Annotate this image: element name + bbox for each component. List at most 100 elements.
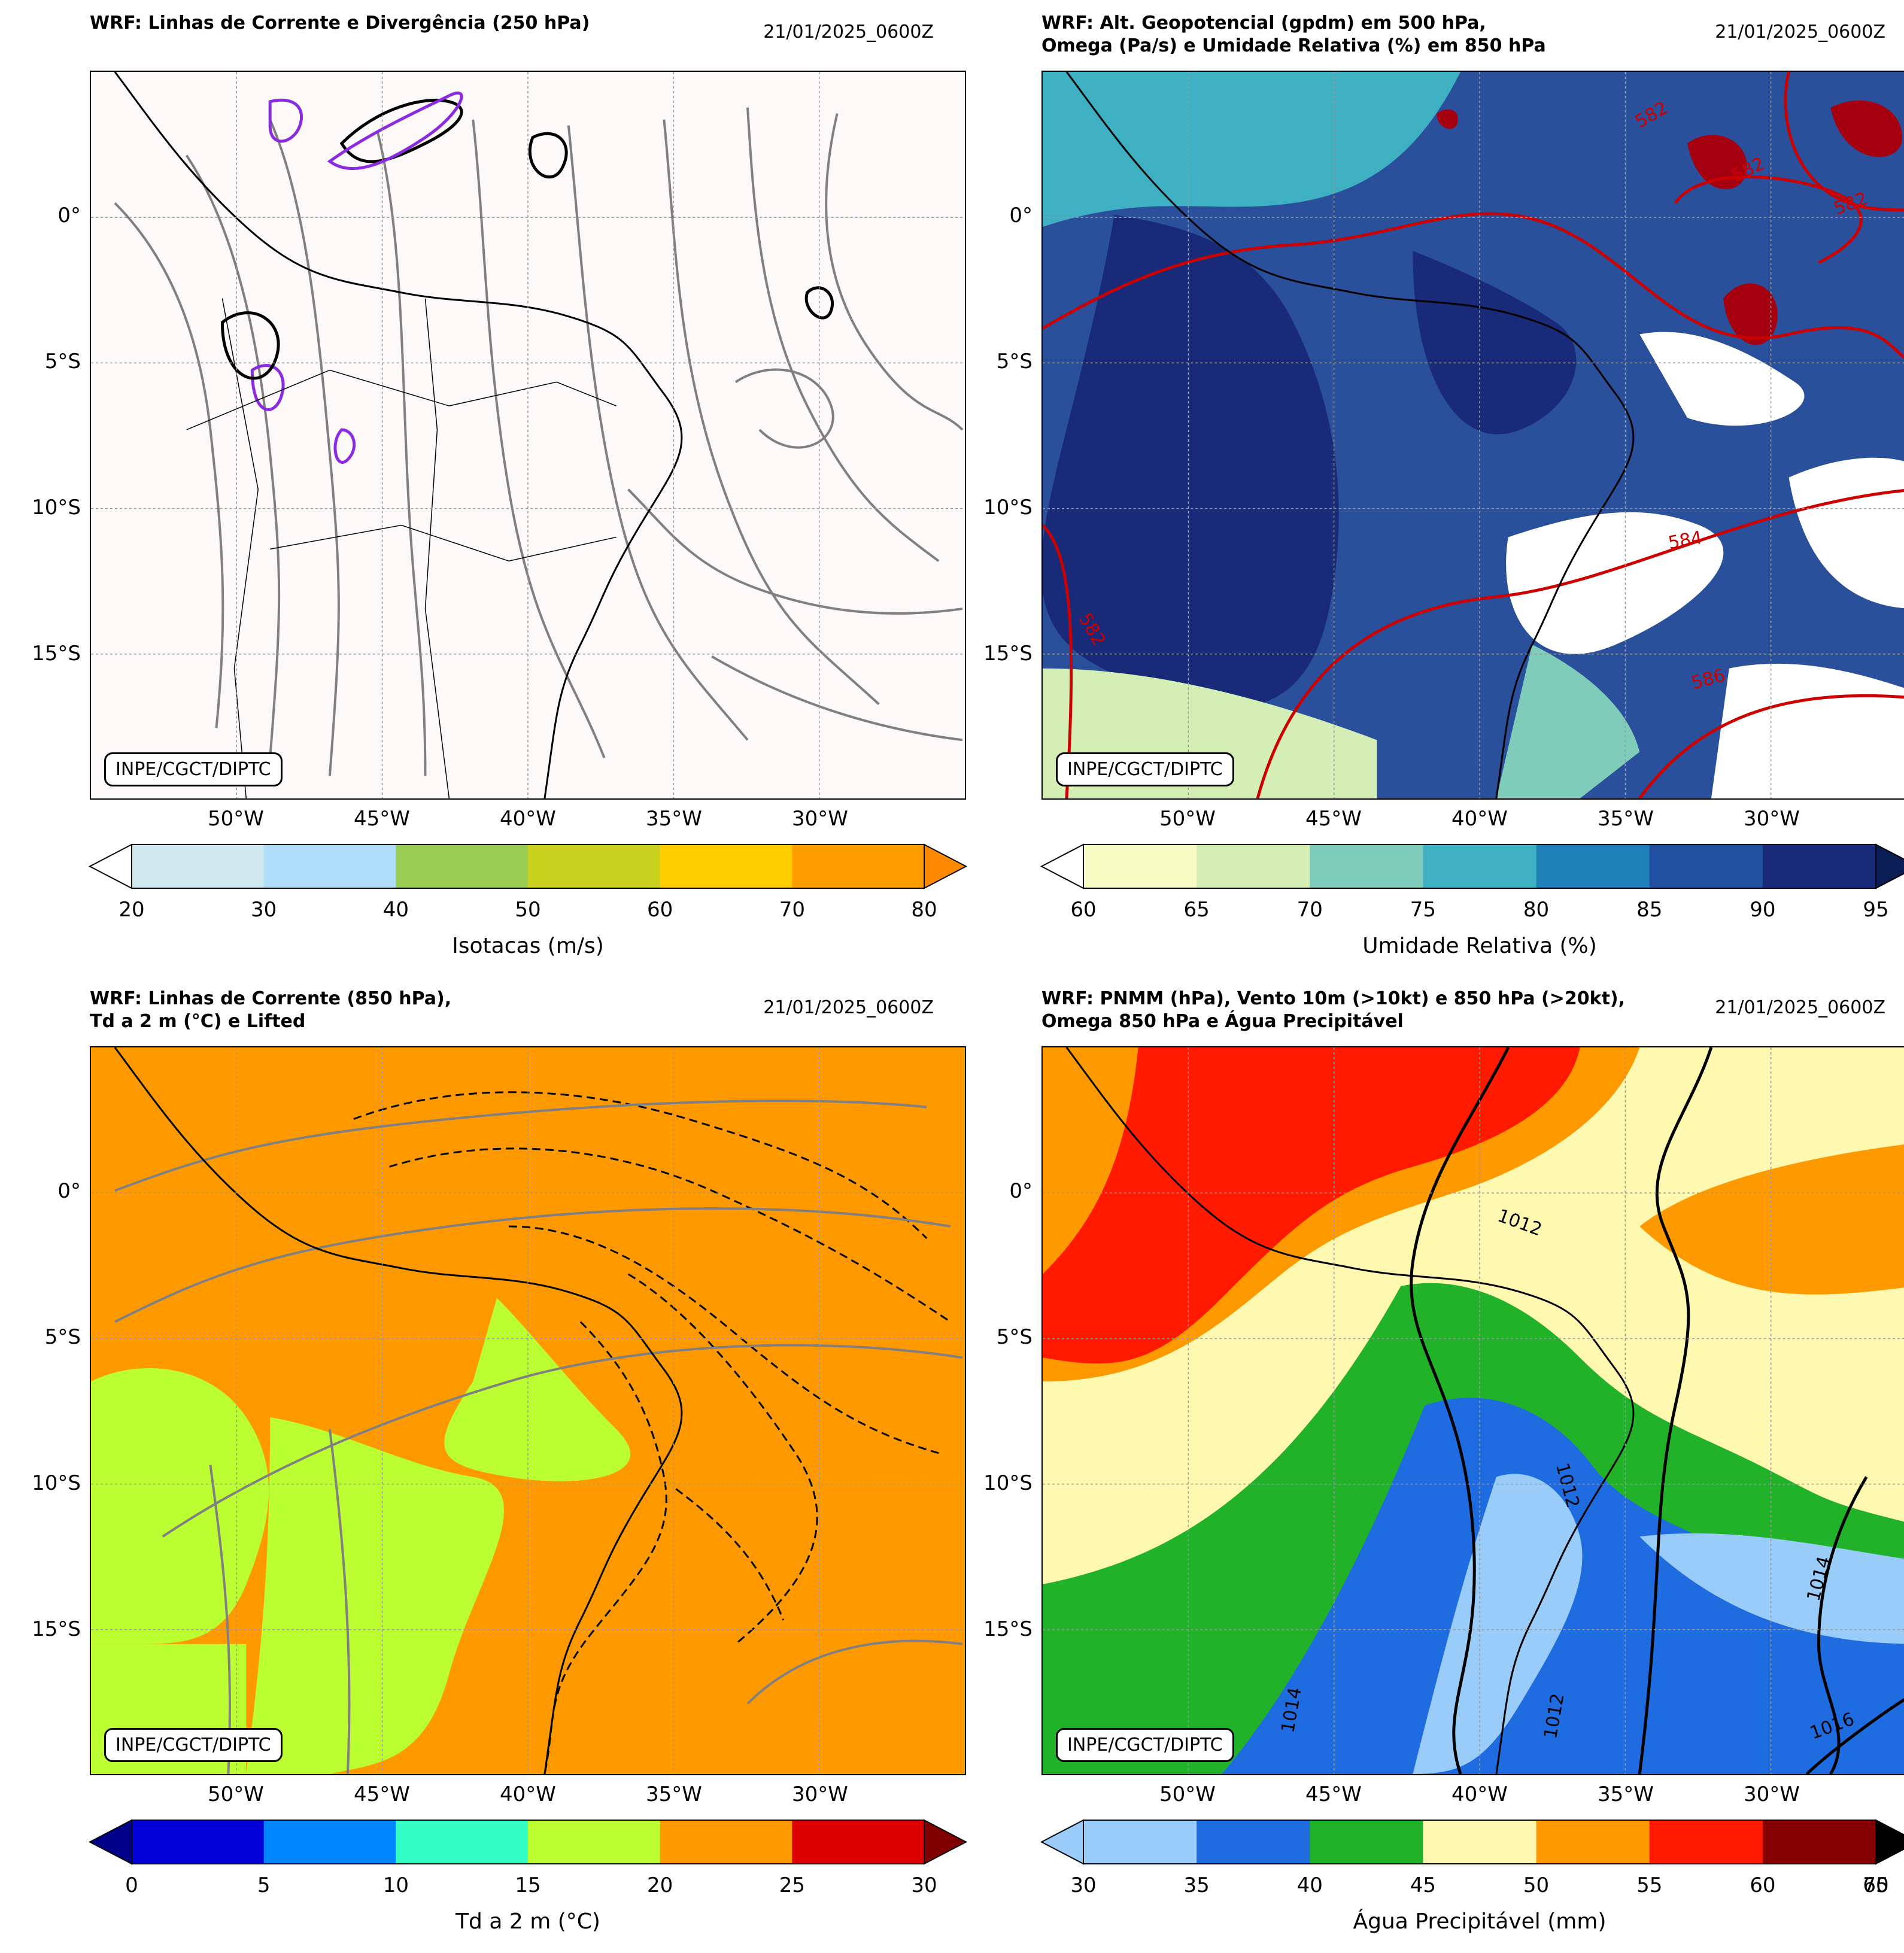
map-area: 1012 1014 1016 1012 1014 1012: [1041, 1046, 1904, 1775]
lat-tick-label: 5°S: [44, 1325, 81, 1349]
lat-tick-label: 0°: [57, 203, 81, 227]
colorbar-segment: [1083, 1820, 1197, 1864]
colorbar-segment: [528, 1820, 661, 1864]
colorbar-tick-label: 80: [1523, 898, 1550, 922]
colorbar-segment: [1536, 1820, 1650, 1864]
colorbar-segment: [1310, 845, 1423, 888]
colorbar-tick-label: 95: [1863, 898, 1889, 922]
colorbar-tick-label: 20: [647, 1873, 673, 1897]
lon-tick-label: 45°W: [1305, 1782, 1362, 1806]
panel-streamlines-850: WRF: Linhas de Corrente (850 hPa), Td a …: [0, 976, 968, 1951]
colorbar-segment: [396, 845, 529, 888]
lat-tick-label: 0°: [1009, 1179, 1033, 1203]
credit-badge: INPE/CGCT/DIPTC: [104, 752, 283, 786]
colorbar-tick-label: 0: [125, 1873, 138, 1897]
colorbar-tick-label: 60: [1750, 1873, 1776, 1897]
streamlines: [114, 107, 964, 776]
map-layer: 582 582 582 584 586 582: [1043, 72, 1904, 798]
map-layer: [91, 72, 965, 798]
colorbar-extend-low: [88, 1819, 132, 1865]
lat-tick-label: 15°S: [32, 642, 81, 666]
colorbar-tick-label: 30: [251, 898, 277, 922]
colorbar-tick-label: 60: [1070, 898, 1097, 922]
gridlines: [1043, 1047, 1904, 1774]
colorbar-tick-label: 45: [1410, 1873, 1437, 1897]
lon-tick-label: 45°W: [354, 1782, 410, 1806]
colorbar-segment: [1536, 845, 1650, 888]
map-area: INPE/CGCT/DIPTC: [90, 71, 966, 800]
geopotential-contours: [1043, 72, 1904, 798]
colorbar-frame: [1083, 1820, 1876, 1864]
lon-tick-label: 45°W: [1305, 807, 1362, 831]
colorbar-tick-label: 70: [1863, 1873, 1889, 1897]
colorbar-segment: [660, 1820, 792, 1864]
map-layer: 1012 1014 1016 1012 1014 1012: [1043, 1047, 1904, 1774]
colorbar: [1040, 843, 1904, 889]
lon-tick-label: 35°W: [1598, 807, 1654, 831]
lon-tick-label: 50°W: [208, 807, 264, 831]
colorbar-segment: [396, 1820, 529, 1864]
colorbar-tick-label: 40: [1296, 1873, 1323, 1897]
colorbar-segment: [1649, 845, 1763, 888]
colorbar-label: Umidade Relativa (%): [1362, 934, 1597, 958]
lon-tick-label: 30°W: [1744, 1782, 1800, 1806]
lat-tick-label: 0°: [1009, 203, 1033, 227]
lon-tick-label: 40°W: [500, 1782, 556, 1806]
colorbar-tick-label: 80: [911, 898, 937, 922]
colorbar-tick-label: 25: [779, 1873, 805, 1897]
colorbar-tick-label: 90: [1750, 898, 1776, 922]
colorbar-svg: [88, 843, 968, 889]
lon-tick-label: 50°W: [1159, 807, 1216, 831]
lat-tick-label: 15°S: [983, 1617, 1033, 1641]
lat-tick-label: 10°S: [32, 1471, 81, 1495]
panel-mslp: WRF: PNMM (hPa), Vento 10m (>10kt) e 850…: [952, 976, 1904, 1951]
colorbar-tick-label: 85: [1636, 898, 1663, 922]
colorbar-tick-label: 65: [1183, 898, 1210, 922]
lon-tick-label: 40°W: [1451, 807, 1508, 831]
colorbar: [1040, 1819, 1904, 1865]
lon-tick-label: 40°W: [1451, 1782, 1508, 1806]
colorbar-segment: [1423, 1820, 1537, 1864]
coastline: [114, 72, 683, 798]
colorbar-svg: [88, 1819, 968, 1865]
colorbar-label: Isotacas (m/s): [452, 934, 604, 958]
colorbar-tick-label: 15: [515, 1873, 541, 1897]
colorbar-segment: [1762, 1820, 1876, 1864]
colorbar-tick-label: 20: [119, 898, 145, 922]
lat-tick-label: 5°S: [996, 350, 1033, 373]
map-area: 582 582 582 584 586 582 INPE/CGCT/DIPTC: [1041, 71, 1904, 800]
colorbar-frame: [1083, 844, 1876, 889]
colorbar-segment: [1310, 1820, 1423, 1864]
colorbar-tick-label: 75: [1410, 898, 1437, 922]
divergence-contours: [220, 91, 834, 464]
lon-tick-label: 30°W: [792, 807, 848, 831]
colorbar-label: Td a 2 m (°C): [455, 1909, 600, 1934]
streamlines: [114, 1099, 963, 1774]
colorbar-segment: [1423, 845, 1537, 888]
panel-title: WRF: Linhas de Corrente (850 hPa), Td a …: [90, 988, 452, 1032]
lon-tick-label: 30°W: [1744, 807, 1800, 831]
panel-title: WRF: PNMM (hPa), Vento 10m (>10kt) e 850…: [1041, 988, 1626, 1032]
colorbar-extend-low: [1040, 843, 1084, 889]
lon-tick-label: 30°W: [792, 1782, 848, 1806]
lat-tick-label: 10°S: [983, 1471, 1033, 1495]
map-area: INPE/CGCT/DIPTC: [90, 1046, 966, 1775]
colorbar-segment: [528, 845, 661, 888]
colorbar-tick-label: 30: [911, 1873, 937, 1897]
colorbar-tick-label: 55: [1636, 1873, 1663, 1897]
lat-tick-label: 10°S: [983, 496, 1033, 520]
map-layer: [91, 1047, 965, 1774]
omega-contours: [1437, 100, 1903, 345]
colorbar-tick-label: 60: [647, 898, 673, 922]
panel-date: 21/01/2025_0600Z: [763, 22, 934, 42]
colorbar-segment: [1083, 845, 1197, 888]
pressure-contours: [1410, 1047, 1904, 1774]
colorbar-tick-label: 70: [1296, 898, 1323, 922]
colorbar-segment: [1197, 845, 1310, 888]
panel-date: 21/01/2025_0600Z: [1715, 997, 1885, 1018]
coastline: [1065, 1047, 1635, 1774]
lon-tick-label: 50°W: [208, 1782, 264, 1806]
panel-streamlines-250: WRF: Linhas de Corrente e Divergência (2…: [0, 0, 968, 976]
colorbar-segment: [263, 845, 396, 888]
colorbar-svg: [1040, 1819, 1904, 1865]
